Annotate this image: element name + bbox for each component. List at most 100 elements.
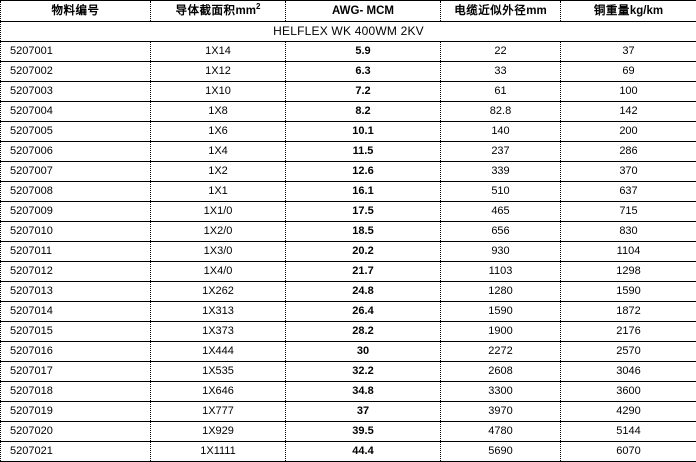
cell-copper-weight: 69 [561,62,696,82]
cell-awg-mcm: 8.2 [286,102,441,122]
column-header-awg-mcm-label: AWG- MCM [332,5,394,17]
cell-cable-diameter: 339 [441,162,561,182]
cell-cable-diameter: 140 [441,122,561,142]
cell-copper-weight: 1104 [561,242,696,262]
cell-conductor-section: 1X444 [151,342,286,362]
column-header-awg-mcm: AWG- MCM [286,1,441,22]
cell-material-code: 5207003 [1,82,151,102]
cell-conductor-section: 1X6 [151,122,286,142]
cell-cable-diameter: 3970 [441,402,561,422]
column-header-copper-weight: 铜重量kg/km [561,1,696,22]
cell-material-code: 5207013 [1,282,151,302]
cell-cable-diameter: 1900 [441,322,561,342]
cell-awg-mcm: 39.5 [286,422,441,442]
series-title-row: HELFLEX WK 400WM 2KV [1,22,696,42]
cell-conductor-section: 1X4/0 [151,262,286,282]
cell-conductor-section: 1X12 [151,62,286,82]
cell-awg-mcm: 7.2 [286,82,441,102]
column-header-conductor-section: 导体截面积mm2 [151,1,286,22]
cell-awg-mcm: 12.6 [286,162,441,182]
column-header-cable-diameter: 电缆近似外径mm [441,1,561,22]
column-header-material-code: 物料编号 [1,1,151,22]
cell-awg-mcm: 18.5 [286,222,441,242]
cell-copper-weight: 6070 [561,442,696,462]
cell-copper-weight: 3046 [561,362,696,382]
cell-cable-diameter: 3300 [441,382,561,402]
cell-conductor-section: 1X4 [151,142,286,162]
cell-awg-mcm: 6.3 [286,62,441,82]
cell-cable-diameter: 2272 [441,342,561,362]
cell-conductor-section: 1X262 [151,282,286,302]
cell-conductor-section: 1X10 [151,82,286,102]
cell-cable-diameter: 237 [441,142,561,162]
cell-material-code: 5207009 [1,202,151,222]
table-header: 物料编号 导体截面积mm2 AWG- MCM 电缆近似外径mm 铜重量kg/km [1,1,696,22]
cell-awg-mcm: 17.5 [286,202,441,222]
cell-awg-mcm: 44.4 [286,442,441,462]
cell-copper-weight: 715 [561,202,696,222]
cell-copper-weight: 200 [561,122,696,142]
column-header-material-code-label: 物料编号 [52,5,100,17]
cell-conductor-section: 1X2 [151,162,286,182]
cell-awg-mcm: 30 [286,342,441,362]
cell-copper-weight: 370 [561,162,696,182]
cell-awg-mcm: 21.7 [286,262,441,282]
cell-awg-mcm: 37 [286,402,441,422]
cell-copper-weight: 830 [561,222,696,242]
cell-conductor-section: 1X313 [151,302,286,322]
cell-material-code: 5207012 [1,262,151,282]
cell-material-code: 5207019 [1,402,151,422]
cell-cable-diameter: 1590 [441,302,561,322]
cell-material-code: 5207011 [1,242,151,262]
column-header-conductor-section-label: 导体截面积 [176,5,236,17]
cell-cable-diameter: 510 [441,182,561,202]
cell-conductor-section: 1X3/0 [151,242,286,262]
cell-conductor-section: 1X14 [151,42,286,62]
cell-material-code: 5207002 [1,62,151,82]
cell-conductor-section: 1X8 [151,102,286,122]
cell-cable-diameter: 61 [441,82,561,102]
cell-copper-weight: 3600 [561,382,696,402]
series-title: HELFLEX WK 400WM 2KV [1,22,696,42]
cell-awg-mcm: 28.2 [286,322,441,342]
column-header-conductor-section-unit: mm [236,5,256,17]
cell-cable-diameter: 656 [441,222,561,242]
cell-conductor-section: 1X1111 [151,442,286,462]
cell-material-code: 5207010 [1,222,151,242]
cell-copper-weight: 1872 [561,302,696,322]
cell-copper-weight: 5144 [561,422,696,442]
header-row: 物料编号 导体截面积mm2 AWG- MCM 电缆近似外径mm 铜重量kg/km [1,1,696,22]
column-header-copper-weight-label: 铜重量 [594,5,630,17]
cell-copper-weight: 142 [561,102,696,122]
cell-conductor-section: 1X1 [151,182,286,202]
cell-awg-mcm: 16.1 [286,182,441,202]
cell-copper-weight: 2176 [561,322,696,342]
cell-copper-weight: 637 [561,182,696,202]
column-header-conductor-section-sup: 2 [256,2,260,11]
cell-copper-weight: 2570 [561,342,696,362]
cell-awg-mcm: 5.9 [286,42,441,62]
cell-conductor-section: 1X777 [151,402,286,422]
cell-material-code: 5207007 [1,162,151,182]
cell-cable-diameter: 930 [441,242,561,262]
cell-cable-diameter: 33 [441,62,561,82]
cell-cable-diameter: 82.8 [441,102,561,122]
cell-copper-weight: 37 [561,42,696,62]
cell-awg-mcm: 11.5 [286,142,441,162]
cell-cable-diameter: 22 [441,42,561,62]
cell-material-code: 5207018 [1,382,151,402]
